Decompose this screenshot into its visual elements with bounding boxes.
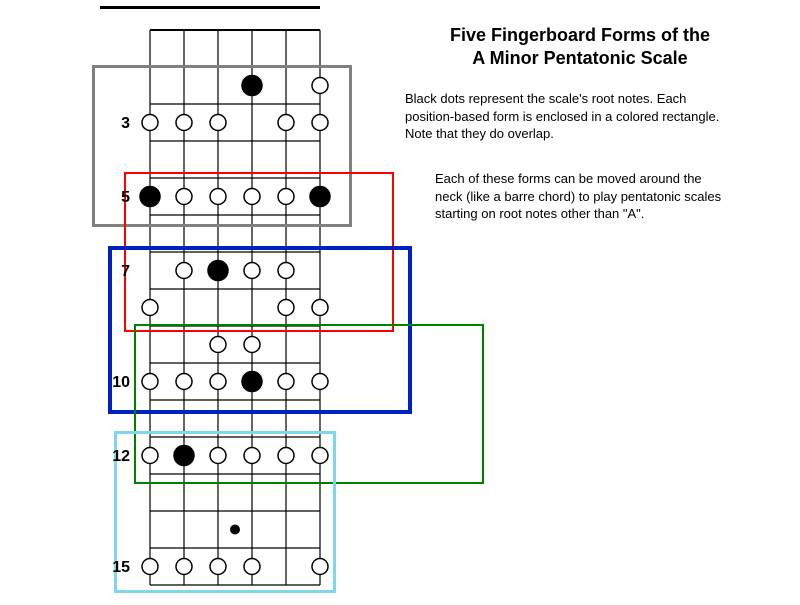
fret-label-3: 3 bbox=[90, 115, 130, 133]
fret-label-5: 5 bbox=[90, 189, 130, 207]
fret-label-10: 10 bbox=[90, 374, 130, 392]
fret-label-7: 7 bbox=[90, 263, 130, 281]
explanation-paragraph-1: Black dots represent the scale's root no… bbox=[405, 90, 735, 143]
fret-label-15: 15 bbox=[90, 559, 130, 577]
diagram-title: Five Fingerboard Forms of the A Minor Pe… bbox=[400, 24, 760, 71]
fret-label-12: 12 bbox=[90, 448, 130, 466]
form5-lightblue-box bbox=[114, 431, 336, 593]
explanation-paragraph-2: Each of these forms can be moved around … bbox=[435, 170, 725, 223]
top-rule bbox=[100, 6, 320, 9]
